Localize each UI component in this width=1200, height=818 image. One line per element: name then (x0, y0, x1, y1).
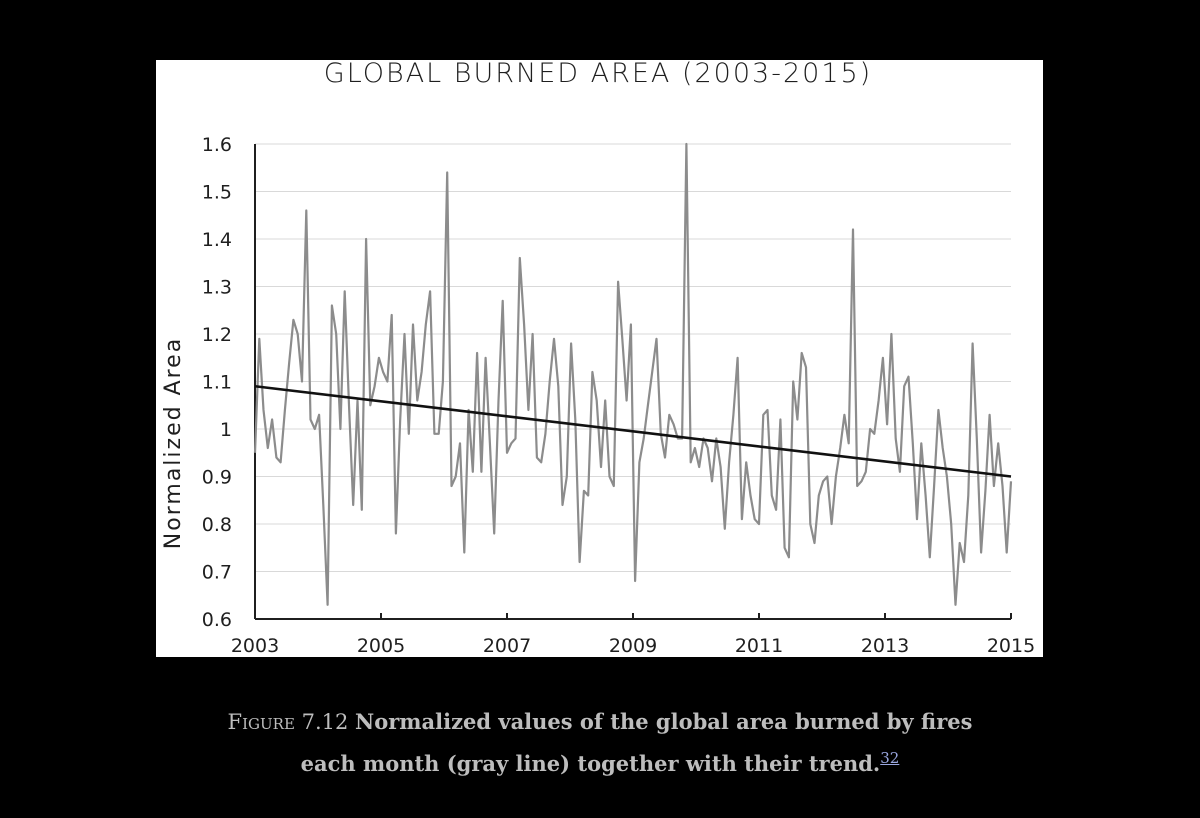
y-tick-label: 0.8 (202, 514, 232, 536)
x-tick-label: 2011 (735, 635, 783, 657)
series-line (253, 142, 1013, 606)
trend-line (254, 384, 1012, 478)
y-tick-label: 1 (220, 419, 232, 441)
axes: 0.6 0.7 0.8 0.9 1 1.1 1.2 1.3 1.4 1.5 1.6 2003 2005 2… (202, 134, 1035, 657)
y-tick-label: 1.1 (202, 372, 232, 394)
x-tick-label: 2003 (231, 635, 279, 657)
y-tick-label: 1.3 (202, 277, 232, 299)
caption-text-1: Normalized values of the global area bur… (355, 709, 973, 734)
footnote-link[interactable]: 32 (880, 749, 900, 767)
caption-line-1: Figure 7.12 Normalized values of the glo… (0, 704, 1200, 740)
y-axis-title: Normalized Area (161, 337, 186, 549)
figure-caption: Figure 7.12 Normalized values of the glo… (0, 704, 1200, 782)
y-tick-label: 0.6 (202, 609, 232, 631)
x-tick-label: 2005 (357, 635, 405, 657)
y-tick-label: 0.7 (202, 562, 232, 584)
x-tick-label: 2009 (609, 635, 657, 657)
x-tick-label: 2015 (987, 635, 1035, 657)
trend-layer (254, 384, 1012, 478)
y-tick-label: 1.4 (202, 229, 232, 251)
x-tick-label: 2013 (861, 635, 909, 657)
x-tick-label: 2007 (483, 635, 531, 657)
y-tick-label: 1.5 (202, 182, 232, 204)
caption-text-2: each month (gray line) together with the… (300, 751, 881, 776)
y-tick-label: 1.2 (202, 324, 232, 346)
caption-line-2: each month (gray line) together with the… (0, 740, 1200, 782)
y-tick-label: 1.6 (202, 134, 232, 156)
chart-panel: GLOBAL BURNED AREA (2003-2015) 0.6 0.7 0.8… (156, 60, 1043, 657)
series-layer (253, 142, 1013, 606)
y-tick-label: 0.9 (202, 467, 232, 489)
gridlines (255, 143, 1011, 572)
line-chart: GLOBAL BURNED AREA (2003-2015) 0.6 0.7 0.8… (161, 60, 1035, 657)
chart-title: GLOBAL BURNED AREA (2003-2015) (324, 60, 872, 89)
figure-label: Figure 7.12 (227, 710, 349, 734)
